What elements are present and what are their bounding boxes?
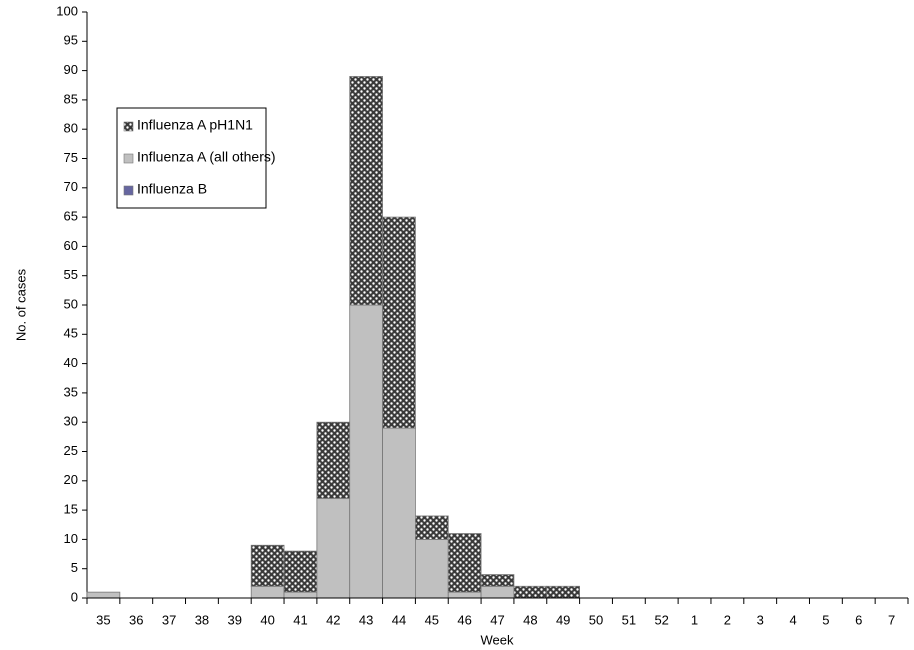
y-tick-label: 25: [64, 443, 78, 458]
y-tick-label: 100: [56, 3, 78, 18]
bar-segment: [316, 421, 351, 499]
x-tick-label: 41: [293, 612, 307, 627]
y-tick-label: 80: [64, 121, 78, 136]
x-tick-label: 3: [757, 612, 764, 627]
y-tick-label: 45: [64, 326, 78, 341]
bar-segment: [382, 427, 416, 599]
x-tick-label: 49: [556, 612, 570, 627]
y-tick-label: 5: [71, 560, 78, 575]
x-tick-label: 5: [822, 612, 829, 627]
x-tick-label: 48: [523, 612, 537, 627]
bar-segment: [250, 585, 285, 599]
x-tick-label: 40: [260, 612, 274, 627]
legend-swatch: [123, 121, 134, 132]
x-tick-label: 35: [96, 612, 110, 627]
y-tick-label: 50: [64, 296, 78, 311]
x-tick-label: 50: [589, 612, 603, 627]
x-tick-label: 2: [724, 612, 731, 627]
y-tick-label: 35: [64, 384, 78, 399]
bar-segment: [250, 544, 285, 587]
x-axis-label: Week: [481, 632, 514, 647]
y-tick-label: 30: [64, 414, 78, 429]
x-tick-label: 36: [129, 612, 143, 627]
x-tick-label: 1: [691, 612, 698, 627]
x-tick-label: 37: [162, 612, 176, 627]
y-axis-label: No. of cases: [13, 268, 28, 341]
bar-segment: [546, 585, 581, 599]
x-tick-label: 45: [425, 612, 439, 627]
legend-label: Influenza A (all others): [137, 149, 276, 165]
bar-segment: [414, 539, 449, 599]
x-tick-label: 43: [359, 612, 373, 627]
y-tick-label: 10: [64, 531, 78, 546]
x-tick-label: 6: [855, 612, 862, 627]
y-tick-label: 85: [64, 91, 78, 106]
legend: Influenza A pH1N1 Influenza A (all others…: [116, 107, 276, 209]
bar-segment: [480, 574, 515, 587]
x-tick-label: 4: [789, 612, 796, 627]
x-tick-label: 42: [326, 612, 340, 627]
bar-segment: [283, 550, 318, 593]
bar-segment: [349, 76, 383, 306]
legend-label: Influenza B: [137, 181, 207, 197]
x-tick-label: 39: [228, 612, 242, 627]
bar-segment: [513, 585, 548, 599]
y-tick-label: 55: [64, 267, 78, 282]
bar-segment: [349, 304, 383, 599]
y-tick-label: 40: [64, 355, 78, 370]
legend-swatch: [123, 153, 134, 164]
y-tick-label: 15: [64, 502, 78, 517]
bar-segment: [86, 591, 121, 599]
y-tick-label: 75: [64, 150, 78, 165]
x-tick-label: 46: [457, 612, 471, 627]
bar-segment: [414, 515, 449, 540]
bar-segment: [382, 216, 416, 429]
y-tick-label: 70: [64, 179, 78, 194]
x-tick-label: 51: [622, 612, 636, 627]
legend-box: [116, 107, 267, 209]
x-tick-label: 7: [888, 612, 895, 627]
bar-segment: [447, 533, 482, 593]
x-tick-label: 44: [392, 612, 406, 627]
y-tick-label: 60: [64, 238, 78, 253]
y-tick-label: 0: [71, 589, 78, 604]
legend-label: Influenza A pH1N1: [137, 117, 253, 133]
x-tick-label: 47: [490, 612, 504, 627]
bar-segment: [316, 497, 351, 599]
y-tick-label: 95: [64, 33, 78, 48]
bar-segment: [283, 591, 318, 599]
legend-swatch: [123, 185, 134, 196]
y-tick-label: 20: [64, 472, 78, 487]
x-tick-label: 38: [195, 612, 209, 627]
y-tick-label: 90: [64, 62, 78, 77]
x-tick-label: 52: [654, 612, 668, 627]
y-tick-label: 65: [64, 209, 78, 224]
bar-segment: [447, 591, 482, 599]
bar-segment: [480, 585, 515, 599]
